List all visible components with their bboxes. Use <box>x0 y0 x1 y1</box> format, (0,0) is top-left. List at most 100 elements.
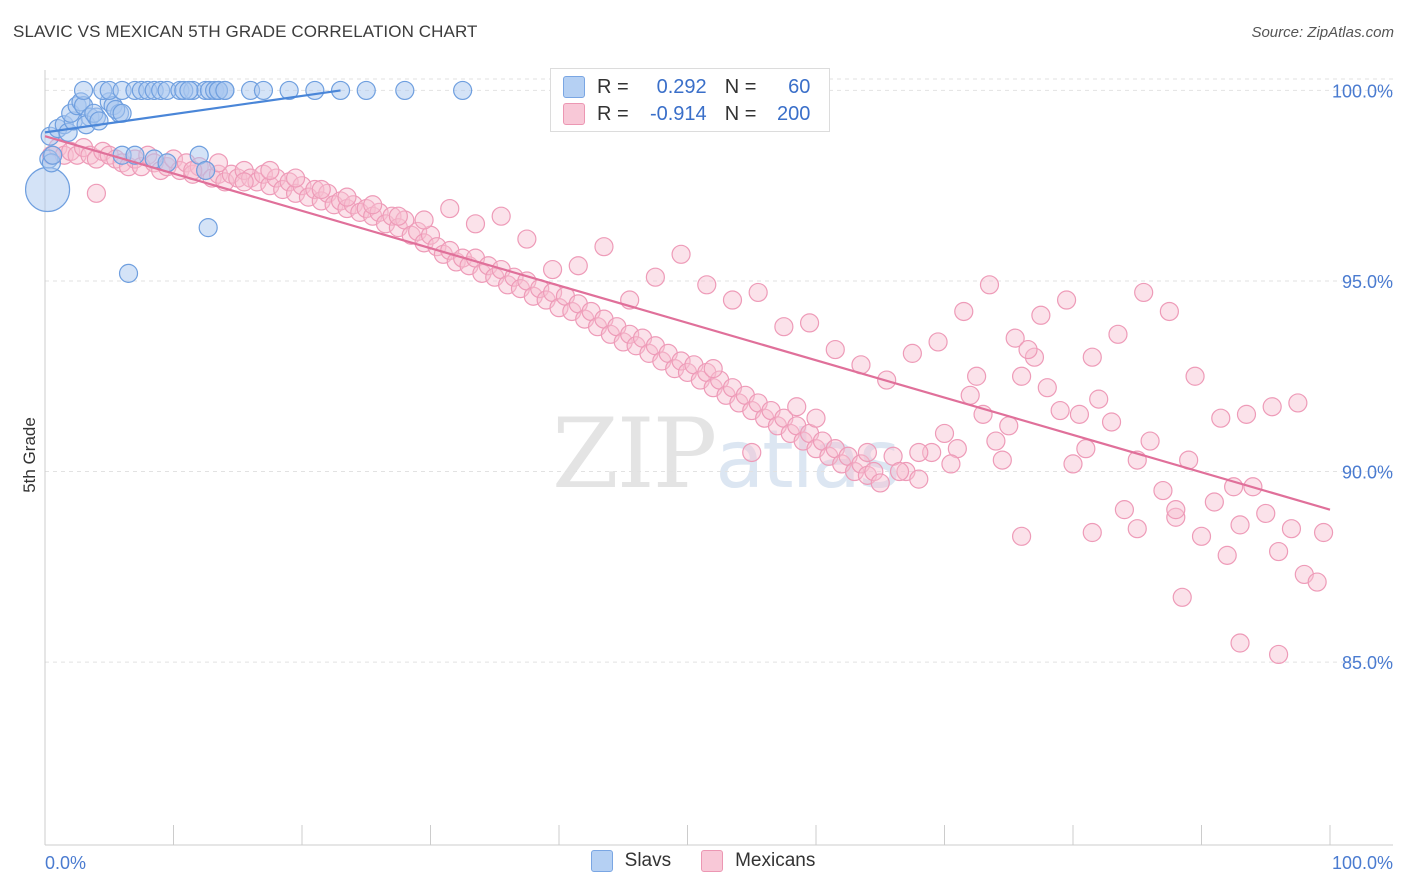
mexicans-point <box>1101 412 1122 432</box>
mexicans-point <box>1134 282 1154 303</box>
legend-r-label: R = <box>597 75 629 98</box>
mexicans-point <box>363 195 383 215</box>
y-tick-label: 95.0% <box>1342 272 1393 292</box>
mexicans-point <box>1153 480 1173 501</box>
mexicans-point <box>414 210 434 230</box>
mexicans-point <box>748 282 768 303</box>
mexicans-point <box>1127 519 1147 539</box>
slavs-point <box>24 166 71 213</box>
slavs-legend-label: Slavs <box>624 850 672 871</box>
mexicans-point <box>568 256 588 276</box>
y-tick-label: 100.0% <box>1332 81 1393 101</box>
mexicans-point <box>311 191 331 211</box>
mexicans-point <box>1262 397 1282 417</box>
legend-row-slavs: R = 0.292 N = 60 <box>563 74 810 100</box>
mexicans-point <box>967 366 987 386</box>
mexicans-point <box>498 275 518 295</box>
mexicans-point <box>999 416 1019 436</box>
mexicans-point <box>671 351 691 371</box>
mexicans-trend-line <box>44 135 1331 511</box>
mexicans-point <box>273 179 293 200</box>
mexicans-point <box>1069 404 1090 424</box>
tick-labels: 85.0% 90.0% 95.0% 100.0% 0.0% 100.0% <box>45 81 1393 873</box>
mexicans-point <box>787 397 807 417</box>
mexicans-point <box>1031 305 1051 325</box>
mexicans-point <box>645 267 665 287</box>
mexicans-legend-label: Mexicans <box>735 850 816 871</box>
mexicans-point <box>1268 644 1289 665</box>
mexicans-point <box>1063 454 1083 474</box>
mexicans-point <box>1140 431 1160 451</box>
slavs-legend-swatch <box>590 850 613 872</box>
mexicans-point <box>1191 526 1212 546</box>
legend-r-value: 0.292 <box>656 75 707 98</box>
mexicans-point <box>934 423 955 444</box>
mexicans-point <box>697 275 717 295</box>
mexicans-point <box>1011 526 1032 546</box>
mexicans-point <box>1050 400 1070 421</box>
slavs-point <box>179 80 199 101</box>
slavs-point <box>73 80 94 101</box>
mexicans-point <box>774 317 794 337</box>
slavs-swatch <box>563 76 585 98</box>
mexicans-point <box>260 160 280 181</box>
mexicans-point <box>1082 347 1102 367</box>
slavs-point <box>453 80 473 101</box>
mexicans-point <box>542 259 563 280</box>
mexicans-point <box>491 206 511 226</box>
mexicans-point <box>703 359 723 379</box>
slavs-point <box>198 218 218 238</box>
mexicans-point <box>285 168 306 188</box>
mexicans-point <box>1256 503 1276 524</box>
mexicans-point <box>870 473 890 493</box>
mexicans-point <box>472 263 492 283</box>
mexicans-point <box>954 301 974 322</box>
mexicans-point <box>1268 541 1289 562</box>
mexicans-point <box>979 275 1000 295</box>
mexicans-point <box>799 313 820 333</box>
trend-lines <box>44 89 1331 511</box>
mexicans-point <box>742 442 762 463</box>
mexicans-point <box>1005 328 1025 348</box>
mexicans-point <box>1056 290 1077 310</box>
legend-item-slavs[interactable]: Slavs <box>590 850 672 872</box>
slavs-point <box>253 80 274 101</box>
chart-source: Source: ZipAtlas.com <box>1251 24 1394 41</box>
mexicans-point <box>1076 439 1096 459</box>
mexicans-point <box>1011 366 1032 386</box>
mexicans-point <box>620 324 640 344</box>
mexicans-point <box>234 172 254 192</box>
mexicans-point <box>1166 507 1186 527</box>
mexicans-point <box>1230 515 1250 535</box>
slavs-point <box>89 111 109 131</box>
mexicans-point <box>1089 389 1109 409</box>
mexicans-point <box>1018 339 1038 360</box>
mexicans-point <box>594 237 614 257</box>
legend-n-label: N = <box>724 75 757 98</box>
mexicans-point <box>285 183 306 203</box>
mexicans-point <box>960 385 980 405</box>
slavs-point <box>356 80 376 101</box>
mexicans-point <box>337 187 357 207</box>
slavs-points <box>24 80 473 283</box>
mexicans-point <box>382 206 402 226</box>
legend-n-value: 60 <box>788 75 811 98</box>
mexicans-point <box>1230 633 1250 653</box>
mexicans-point <box>671 244 691 264</box>
mexicans-point <box>523 286 543 306</box>
mexicans-point <box>1185 366 1205 386</box>
mexicans-point <box>465 214 486 234</box>
mexicans-point <box>549 298 569 318</box>
slavs-point <box>305 80 325 101</box>
mexicans-point <box>1108 324 1128 344</box>
mexicans-point <box>844 461 865 482</box>
watermark-zip: ZIP <box>552 398 717 510</box>
series-legend: Slavs Mexicans <box>0 850 1406 872</box>
legend-n-value: 200 <box>777 102 811 125</box>
mexicans-swatch <box>563 103 585 125</box>
mexicans-point <box>941 454 961 474</box>
slavs-point <box>125 145 145 165</box>
slavs-point <box>43 145 63 165</box>
legend-item-mexicans[interactable]: Mexicans <box>701 850 815 872</box>
mexicans-point <box>1159 301 1179 322</box>
